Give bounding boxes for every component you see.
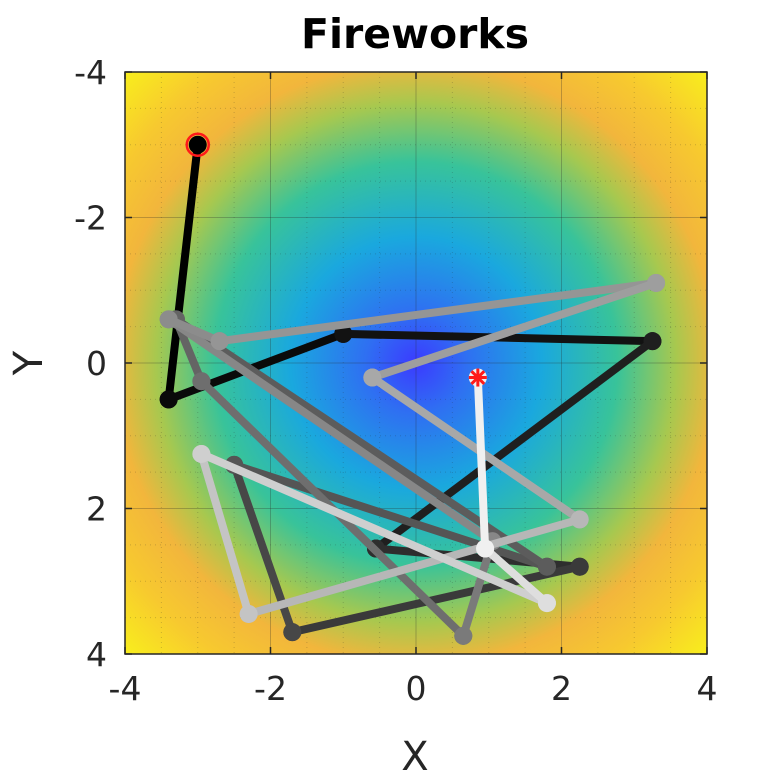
x-tick-label: 2	[551, 669, 572, 708]
x-tick-label: -2	[254, 669, 287, 708]
series-line	[244, 515, 584, 618]
series-line	[164, 315, 224, 346]
series-point	[643, 332, 662, 351]
start-marker-dot	[189, 136, 206, 153]
series-point	[283, 623, 302, 642]
y-tick-label: 0	[86, 344, 107, 383]
series-line	[215, 278, 661, 346]
series-point	[192, 444, 211, 463]
series-line	[473, 373, 490, 553]
series-line	[197, 449, 551, 608]
series-line	[197, 449, 253, 618]
y-tick-label: 4	[86, 635, 107, 674]
y-tick-label: -4	[74, 53, 107, 92]
y-axis-label: Y	[6, 350, 52, 376]
series-line	[481, 544, 551, 608]
asterisk-stroke	[470, 370, 486, 385]
series-point	[476, 539, 495, 558]
series-point	[537, 557, 556, 576]
marker-layer	[185, 132, 487, 387]
series-line	[368, 373, 584, 524]
end-marker-asterisk	[468, 368, 487, 387]
series-point	[239, 604, 258, 623]
series-point	[210, 332, 229, 351]
chart-title: Fireworks	[301, 10, 529, 58]
series-point	[647, 273, 666, 292]
series-point	[159, 390, 178, 409]
series-point	[454, 626, 473, 645]
series-point	[159, 310, 178, 329]
series-point	[192, 372, 211, 391]
series-line	[164, 140, 202, 404]
series-point	[570, 557, 589, 576]
series-line	[371, 337, 657, 553]
y-tick-label: -2	[74, 199, 107, 238]
series-point	[537, 594, 556, 613]
series-line	[288, 562, 584, 637]
x-tick-label: 0	[406, 669, 427, 708]
y-tick-label: 2	[86, 490, 107, 529]
series-point	[334, 324, 353, 343]
series-point	[363, 368, 382, 387]
series-point	[570, 510, 589, 529]
series-line	[368, 278, 661, 382]
series-line	[164, 315, 497, 546]
x-tick-label: -4	[109, 669, 142, 708]
start-marker-ring	[185, 132, 210, 157]
x-axis-label: X	[401, 734, 428, 780]
x-tick-label: 4	[697, 669, 718, 708]
